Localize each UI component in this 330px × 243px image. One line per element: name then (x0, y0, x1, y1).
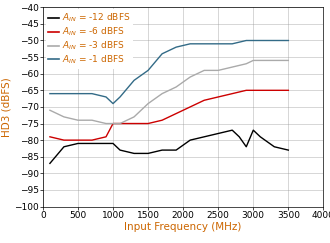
Legend: $A_{IN}$ = -12 dBFS, $A_{IN}$ = -6 dBFS, $A_{IN}$ = -3 dBFS, $A_{IN}$ = -1 dBFS: $A_{IN}$ = -12 dBFS, $A_{IN}$ = -6 dBFS,… (46, 9, 133, 69)
Y-axis label: HD3 (dBFS): HD3 (dBFS) (1, 77, 11, 137)
X-axis label: Input Frequency (MHz): Input Frequency (MHz) (124, 223, 242, 233)
